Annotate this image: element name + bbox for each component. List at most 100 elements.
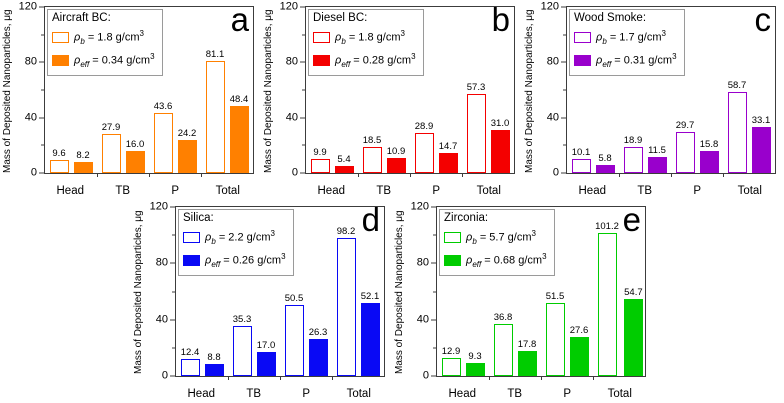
y-axis-tick-label: 40 <box>155 313 168 326</box>
legend-swatch-filled-bar <box>313 54 330 66</box>
bar-value-label: 54.7 <box>624 286 643 298</box>
legend-label: ρeff = 0.26 g/cm3 <box>205 251 286 269</box>
x-axis-category-label: TB <box>246 388 262 400</box>
bar-group: 29.7 15.8 <box>671 7 723 173</box>
bar-value-label: 29.7 <box>675 119 695 131</box>
bar-with-label: 28.9 <box>414 7 434 173</box>
bar-group: 98.2 52.1 <box>332 207 384 376</box>
bar-open <box>336 237 356 376</box>
y-axis-major-tick <box>39 172 44 174</box>
legend-label: ρeff = 0.68 g/cm3 <box>466 251 547 269</box>
bar-with-label: 26.3 <box>308 207 328 376</box>
chart-panel-b: Mass of Deposited Nanoparticles, μg Dies… <box>261 0 522 200</box>
y-axis-major-tick <box>431 319 436 321</box>
bar-group: 12.9 9.3 <box>437 207 489 376</box>
legend-title: Silica: <box>183 212 214 224</box>
bar-value-label: 35.3 <box>232 314 252 326</box>
bar-filled <box>751 127 771 173</box>
x-axis-tick <box>462 173 463 177</box>
y-axis-tick-label: 120 <box>149 200 168 213</box>
y-axis-minor-tick <box>172 347 175 349</box>
panel-letter: c <box>754 1 772 38</box>
legend: Aircraft BC: ρb = 1.8 g/cm3 ρeff = 0.34 … <box>47 9 163 76</box>
bar-with-label: 54.7 <box>623 207 643 376</box>
bar-with-label: 5.8 <box>595 7 615 173</box>
bar-filled <box>623 298 643 376</box>
bar-value-label: 98.2 <box>336 225 356 237</box>
plot-area-c: Wood Smoke: ρb = 1.7 g/cm3 ρeff = 0.31 g… <box>541 1 776 178</box>
x-axis-category-label: Total <box>215 185 240 197</box>
legend-label: ρeff = 0.31 g/cm3 <box>596 51 677 69</box>
legend-row-effective-density: ρeff = 0.26 g/cm3 <box>183 249 286 272</box>
bar-open <box>205 60 225 173</box>
bars-area: 10.1 5.8 18.9 11.5 29.7 15.8 58.7 33.1 <box>567 7 775 173</box>
y-axis-label: Mass of Deposited Nanoparticles, μg <box>2 9 13 173</box>
bar-with-label: 98.2 <box>336 207 356 376</box>
bar-value-label: 27.9 <box>101 122 121 134</box>
y-axis-tick-label: 0 <box>291 166 298 179</box>
legend-swatch-filled-bar <box>444 254 461 266</box>
x-axis-tick <box>97 173 98 177</box>
bar-group: 43.6 24.2 <box>149 7 201 173</box>
bar-open <box>284 304 304 376</box>
legend-row-effective-density: ρeff = 0.68 g/cm3 <box>444 249 547 272</box>
chart-panel-a: Mass of Deposited Nanoparticles, μg Airc… <box>0 0 261 200</box>
bar-open <box>493 324 513 376</box>
x-axis-categories: Head TB P Total <box>566 180 776 198</box>
bar-filled <box>229 106 249 173</box>
y-axis-minor-tick <box>433 347 436 349</box>
y-axis-tick-label: 0 <box>30 166 37 179</box>
legend-label: ρb = 5.7 g/cm3 <box>466 229 536 246</box>
plot-area-b: Diesel BC: ρb = 1.8 g/cm3 ρeff = 0.28 g/… <box>280 1 515 178</box>
plot-area-d: Silica: ρb = 2.2 g/cm3 ρeff = 0.26 g/cm3… <box>150 201 385 381</box>
legend-swatch-open-bar <box>574 31 591 43</box>
x-axis-category-label: P <box>693 185 702 197</box>
y-axis-major-tick <box>170 375 175 377</box>
bars-area: 12.9 9.3 36.8 17.8 51.5 27.6 101.2 54.7 <box>437 207 645 376</box>
x-axis-category-label: P <box>302 388 311 400</box>
bar-group: 12.4 8.8 <box>176 207 228 376</box>
legend-row-bulk-density: ρb = 2.2 g/cm3 <box>183 226 286 249</box>
legend-swatch-open-bar <box>52 31 69 43</box>
x-axis-categories: Head TB P Total <box>305 180 515 198</box>
y-axis-minor-tick <box>563 34 566 36</box>
legend-row-effective-density: ρeff = 0.31 g/cm3 <box>574 49 677 72</box>
x-axis-tick <box>619 173 620 177</box>
legend-swatch-open-bar <box>313 31 330 43</box>
legend-label: ρb = 1.8 g/cm3 <box>335 29 405 46</box>
legend-row-bulk-density: ρb = 1.8 g/cm3 <box>52 26 155 49</box>
x-axis-category-label: Head <box>187 388 216 400</box>
bar-open <box>101 134 121 173</box>
bar-value-label: 31.0 <box>490 118 510 130</box>
bars-area: 12.4 8.8 35.3 17.0 50.5 26.3 98.2 52.1 <box>176 207 384 376</box>
bar-value-label: 10.9 <box>386 145 406 157</box>
y-axis-tick-label: 120 <box>279 0 298 13</box>
bar-open <box>310 159 330 173</box>
legend-row-effective-density: ρeff = 0.34 g/cm3 <box>52 49 155 72</box>
legend-swatch-filled-bar <box>574 54 591 66</box>
bar-value-label: 12.4 <box>180 346 200 358</box>
bar-open <box>362 147 382 173</box>
bar-group: 81.1 48.4 <box>201 7 253 173</box>
y-axis-tick-label: 80 <box>546 55 559 68</box>
bottom-row: Mass of Deposited Nanoparticles, μg Sili… <box>0 200 784 403</box>
bar-with-label: 81.1 <box>205 7 225 173</box>
bar-open <box>545 303 565 376</box>
bar-value-label: 9.9 <box>313 147 327 159</box>
bar-with-label: 24.2 <box>177 7 197 173</box>
bar-with-label: 9.6 <box>49 7 69 173</box>
legend-label: ρb = 1.7 g/cm3 <box>596 29 666 46</box>
y-axis-minor-tick <box>41 89 44 91</box>
bar-filled <box>73 161 93 173</box>
bar-open <box>727 91 747 173</box>
y-axis-minor-tick <box>563 89 566 91</box>
bar-value-label: 27.6 <box>569 325 589 337</box>
bar-with-label: 14.7 <box>438 7 458 173</box>
y-axis-tick-label: 80 <box>285 55 298 68</box>
y-axis-major-tick <box>300 61 305 63</box>
bar-value-label: 50.5 <box>284 292 304 304</box>
y-axis-tick-label: 0 <box>552 166 559 179</box>
y-axis-major-tick <box>561 61 566 63</box>
bar-value-label: 28.9 <box>414 121 434 133</box>
legend-title: Zirconia: <box>444 212 489 224</box>
